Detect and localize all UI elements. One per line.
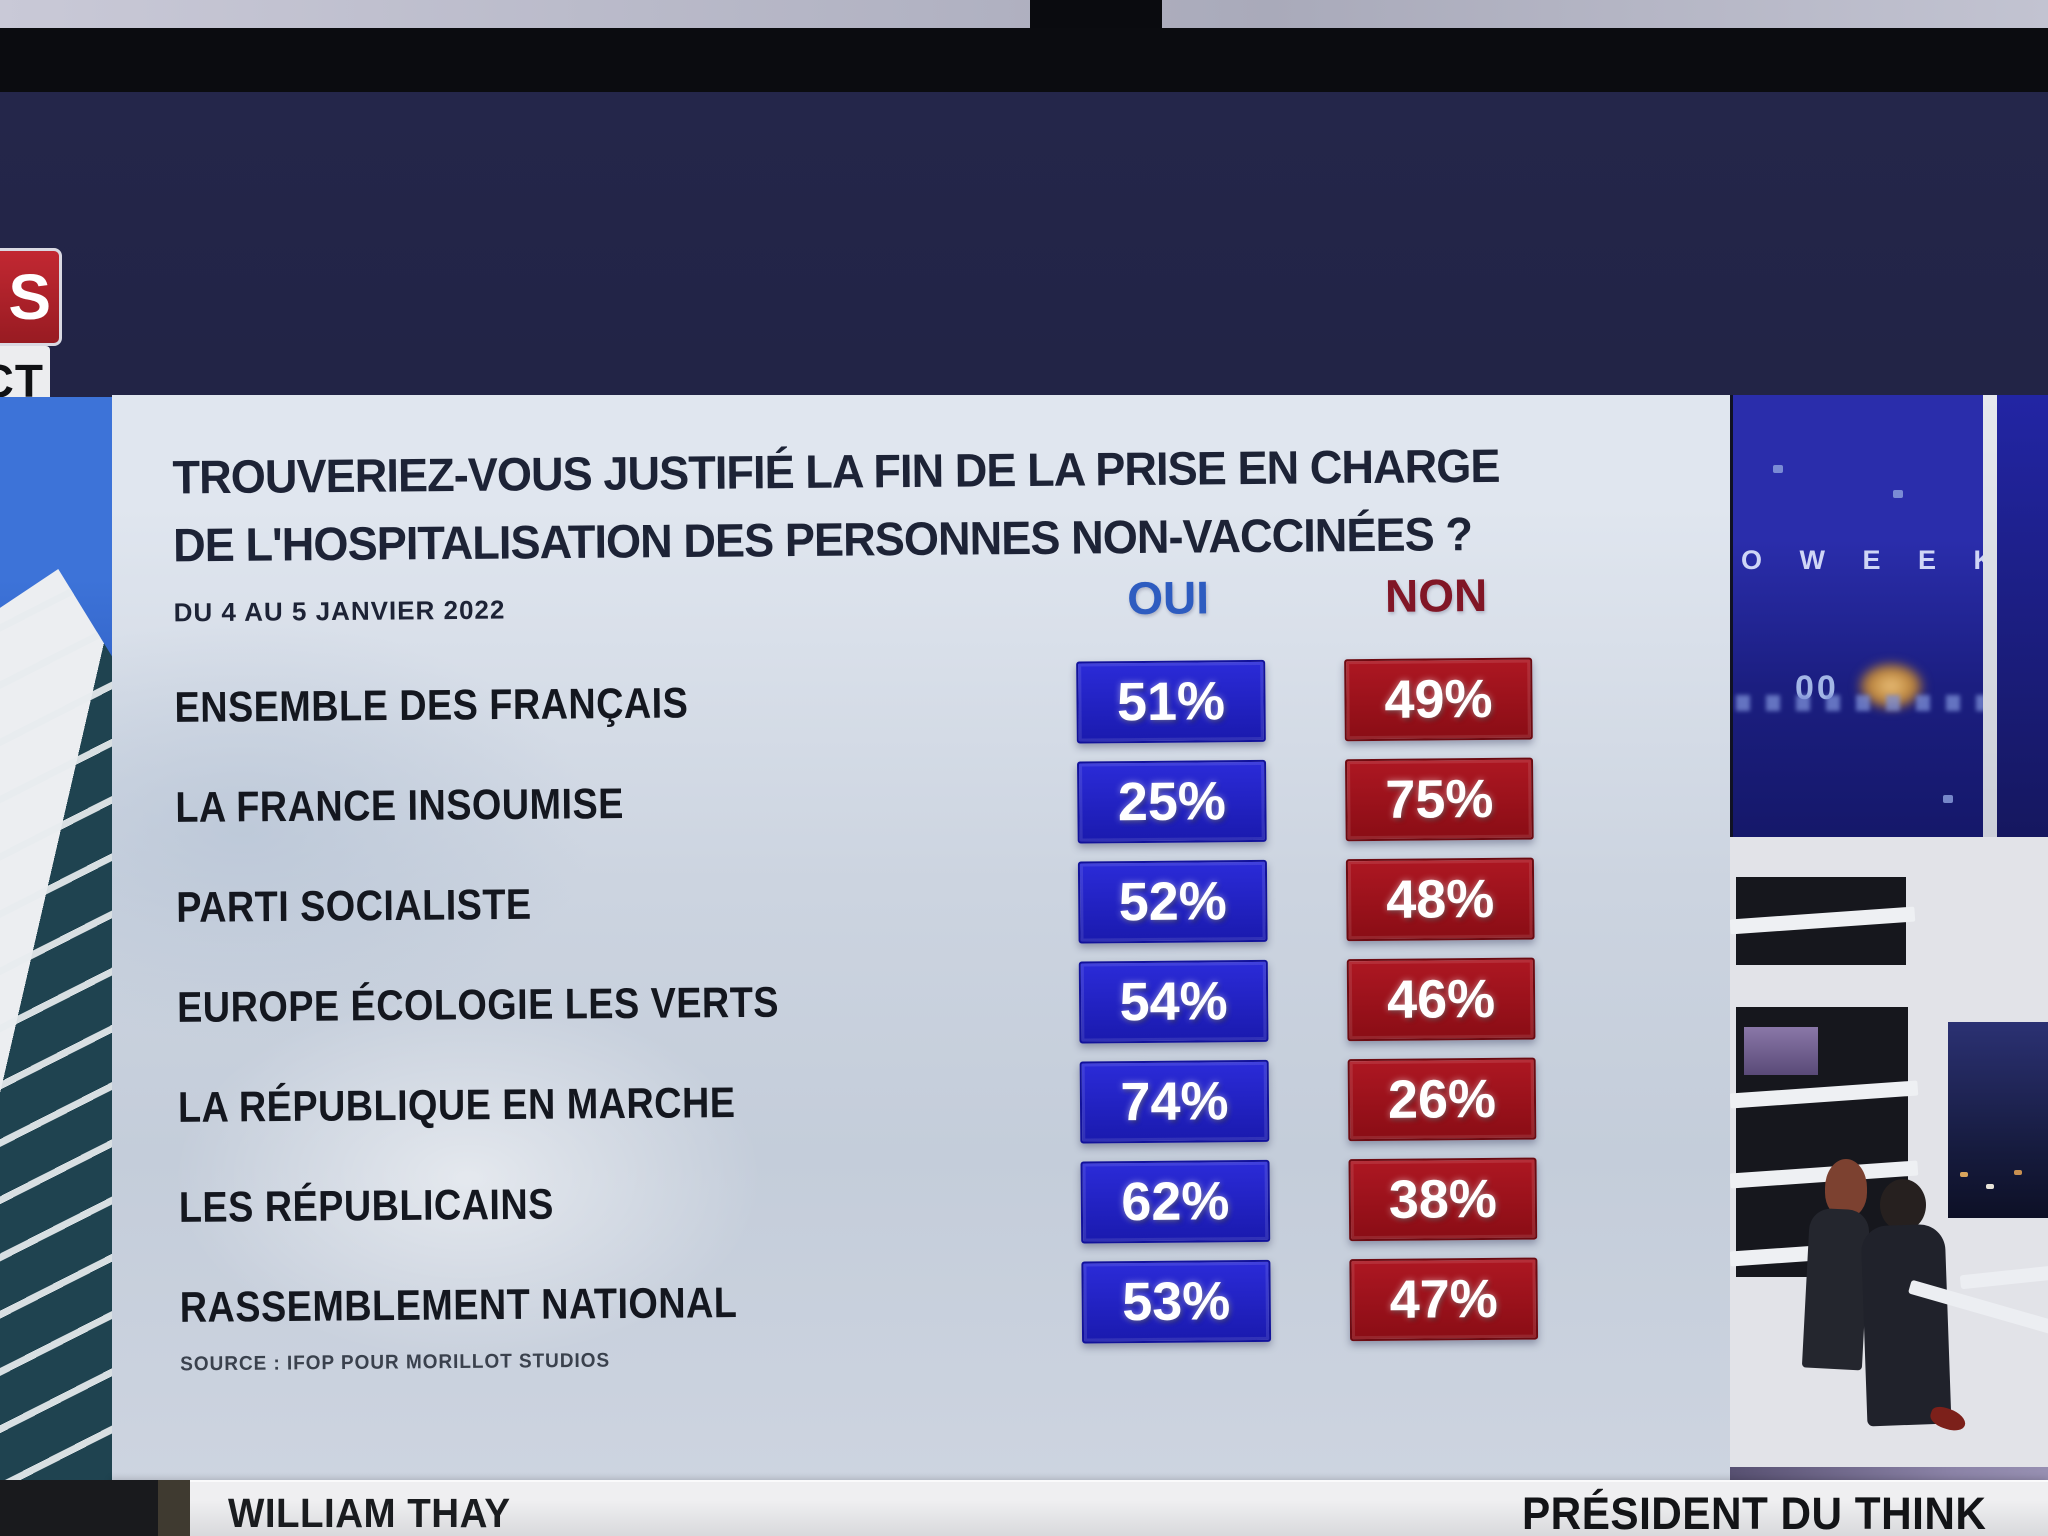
studio-wall-panel: O W E E K 00 xyxy=(1733,395,2009,882)
lower-third-strap: WILLIAM THAY PRÉSIDENT DU THINK xyxy=(110,1480,2048,1536)
poll-oui-value-box: 52% xyxy=(1077,859,1268,944)
studio-wall-divider xyxy=(1983,395,1997,882)
poll-row: LA FRANCE INSOUMISE 25% 75% xyxy=(111,756,1730,848)
poll-row: PARTI SOCIALISTE 52% 48% xyxy=(112,856,1731,948)
guest-shoe xyxy=(1927,1403,1969,1435)
poll-oui-value-box: 62% xyxy=(1080,1159,1271,1244)
shelf-monitor xyxy=(1744,1027,1818,1075)
studio-view: O W E E K 00 xyxy=(1730,395,2048,1482)
poll-row-label: RASSEMBLEMENT NATIONAL xyxy=(179,1279,738,1332)
wall-light-dot xyxy=(1943,795,1953,803)
speaker-name: WILLIAM THAY xyxy=(228,1490,511,1536)
poll-row: EUROPE ÉCOLOGIE LES VERTS 54% 46% xyxy=(113,956,1732,1048)
poll-non-value-box: 48% xyxy=(1345,857,1535,942)
poll-oui-value-box: 51% xyxy=(1076,659,1266,744)
guest-woman-hair xyxy=(1825,1159,1867,1217)
poll-non-value-box: 38% xyxy=(1348,1157,1538,1242)
poll-non-value-box: 47% xyxy=(1349,1257,1539,1342)
city-light xyxy=(1986,1184,1994,1189)
poll-non-value-box: 75% xyxy=(1345,757,1534,842)
guest-man-silhouette xyxy=(1860,1223,1952,1427)
wall-light-dot xyxy=(1893,490,1903,498)
poll-non-value-box: 49% xyxy=(1344,657,1533,742)
poll-question-line1: TROUVERIEZ-VOUS JUSTIFIÉ LA FIN DE LA PR… xyxy=(172,438,1500,504)
poll-oui-value-box: 53% xyxy=(1081,1259,1272,1344)
speaker-title: PRÉSIDENT DU THINK xyxy=(1522,1488,1987,1536)
poll-oui-value-box: 74% xyxy=(1079,1059,1270,1144)
tv-bezel xyxy=(0,28,2048,92)
guest-woman-silhouette xyxy=(1801,1207,1871,1371)
poll-row: LA RÉPUBLIQUE EN MARCHE 74% 26% xyxy=(114,1056,1733,1148)
poll-oui-value-box: 25% xyxy=(1077,759,1267,844)
poll-row-label: LA RÉPUBLIQUE EN MARCHE xyxy=(177,1079,736,1132)
poll-rows: ENSEMBLE DES FRANÇAIS 51% 49% LA FRANCE … xyxy=(110,656,1728,1344)
wall-week-text: O W E E K xyxy=(1741,545,2009,575)
poll-date-range: DU 4 AU 5 JANVIER 2022 xyxy=(173,594,506,628)
desk-edge xyxy=(1959,1258,2048,1290)
poll-row-label: ENSEMBLE DES FRANÇAIS xyxy=(174,679,689,732)
poll-row: ENSEMBLE DES FRANÇAIS 51% 49% xyxy=(110,656,1729,748)
tv-screen: S CT TROUVERIEZ-VOUS JUSTIFIÉ LA FIN DE … xyxy=(0,92,2048,1536)
studio-window-screen xyxy=(1948,1022,2048,1218)
guest-man-head xyxy=(1880,1179,1926,1231)
bottom-left-corner xyxy=(0,1480,190,1536)
wall-skyline-lights xyxy=(1736,695,1986,711)
column-header-non: NON xyxy=(1384,568,1488,622)
poll-non-value-box: 26% xyxy=(1347,1057,1537,1142)
backdrop-left-strip xyxy=(0,397,112,1536)
poll-oui-value-box: 54% xyxy=(1078,959,1269,1044)
poll-row-label: LA FRANCE INSOUMISE xyxy=(175,780,625,832)
poll-row-label: EUROPE ÉCOLOGIE LES VERTS xyxy=(176,978,780,1032)
poll-graphic-panel: TROUVERIEZ-VOUS JUSTIFIÉ LA FIN DE LA PR… xyxy=(112,395,1730,1482)
poll-row-label: PARTI SOCIALISTE xyxy=(176,880,532,932)
poll-row-label: LES RÉPUBLICAINS xyxy=(178,1180,555,1232)
poll-row: RASSEMBLEMENT NATIONAL 53% 47% xyxy=(115,1256,1734,1348)
poll-non-value-box: 46% xyxy=(1346,957,1536,1042)
building-photo xyxy=(0,569,112,1536)
poll-question-line2: DE L'HOSPITALISATION DES PERSONNES NON-V… xyxy=(172,507,1473,572)
poll-source: SOURCE : IFOP POUR MORILLOT STUDIOS xyxy=(180,1349,611,1376)
wall-background xyxy=(0,0,2048,30)
city-light xyxy=(1960,1172,1968,1177)
studio-floor xyxy=(1730,1467,2048,1482)
corner-strip xyxy=(158,1480,190,1536)
wall-light-dot xyxy=(1773,465,1783,473)
channel-logo-partial: S xyxy=(0,248,62,346)
column-header-oui: OUI xyxy=(1126,571,1210,625)
poll-row: LES RÉPUBLICAINS 62% 38% xyxy=(115,1156,1734,1248)
building-rails xyxy=(0,569,112,1536)
city-light xyxy=(2014,1170,2022,1175)
studio-shelf-wall xyxy=(1730,837,2048,1482)
studio-wall-panel-right xyxy=(1997,395,2048,837)
